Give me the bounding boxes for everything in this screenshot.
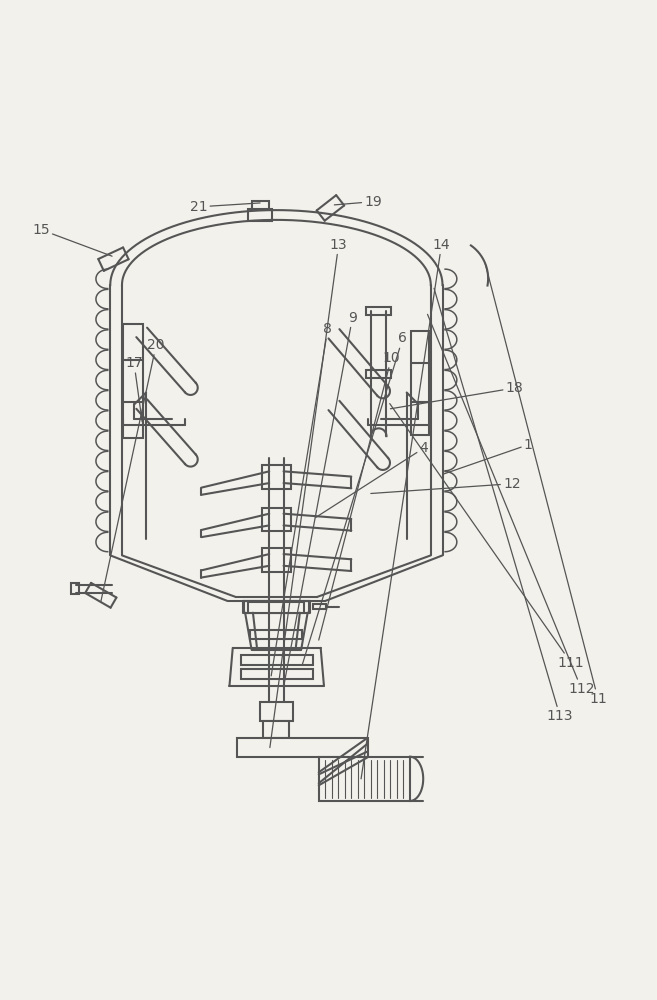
Text: 14: 14 xyxy=(361,238,450,779)
Bar xyxy=(313,604,326,609)
Text: 21: 21 xyxy=(190,200,260,214)
Bar xyxy=(240,655,313,665)
Bar xyxy=(411,331,430,435)
Bar xyxy=(237,738,367,757)
Text: 112: 112 xyxy=(428,314,595,696)
Bar xyxy=(262,508,290,531)
Text: 111: 111 xyxy=(390,404,585,670)
Bar xyxy=(250,630,302,639)
Bar xyxy=(248,209,272,221)
Bar xyxy=(240,669,313,679)
Bar xyxy=(260,702,292,721)
Text: 9: 9 xyxy=(284,311,357,684)
Bar xyxy=(71,583,79,594)
Text: 6: 6 xyxy=(302,331,407,664)
Text: 1: 1 xyxy=(444,438,533,474)
Text: 18: 18 xyxy=(390,381,524,409)
Bar xyxy=(367,307,391,315)
Text: 10: 10 xyxy=(319,351,400,640)
Text: 15: 15 xyxy=(32,223,112,256)
Text: 11: 11 xyxy=(485,263,607,706)
Text: 20: 20 xyxy=(101,338,165,602)
Bar xyxy=(262,465,290,489)
Text: 113: 113 xyxy=(434,288,574,723)
Bar xyxy=(262,548,290,572)
Text: 13: 13 xyxy=(270,238,348,748)
Bar xyxy=(263,721,290,738)
Bar xyxy=(252,201,269,209)
Bar xyxy=(248,602,304,613)
Text: 8: 8 xyxy=(271,322,332,676)
Text: 17: 17 xyxy=(125,356,143,422)
Bar xyxy=(319,757,410,801)
Bar xyxy=(124,324,143,438)
Text: 4: 4 xyxy=(315,441,428,518)
Text: 19: 19 xyxy=(334,195,382,209)
Bar xyxy=(244,601,309,613)
Bar xyxy=(367,370,391,378)
Text: 12: 12 xyxy=(371,477,521,493)
